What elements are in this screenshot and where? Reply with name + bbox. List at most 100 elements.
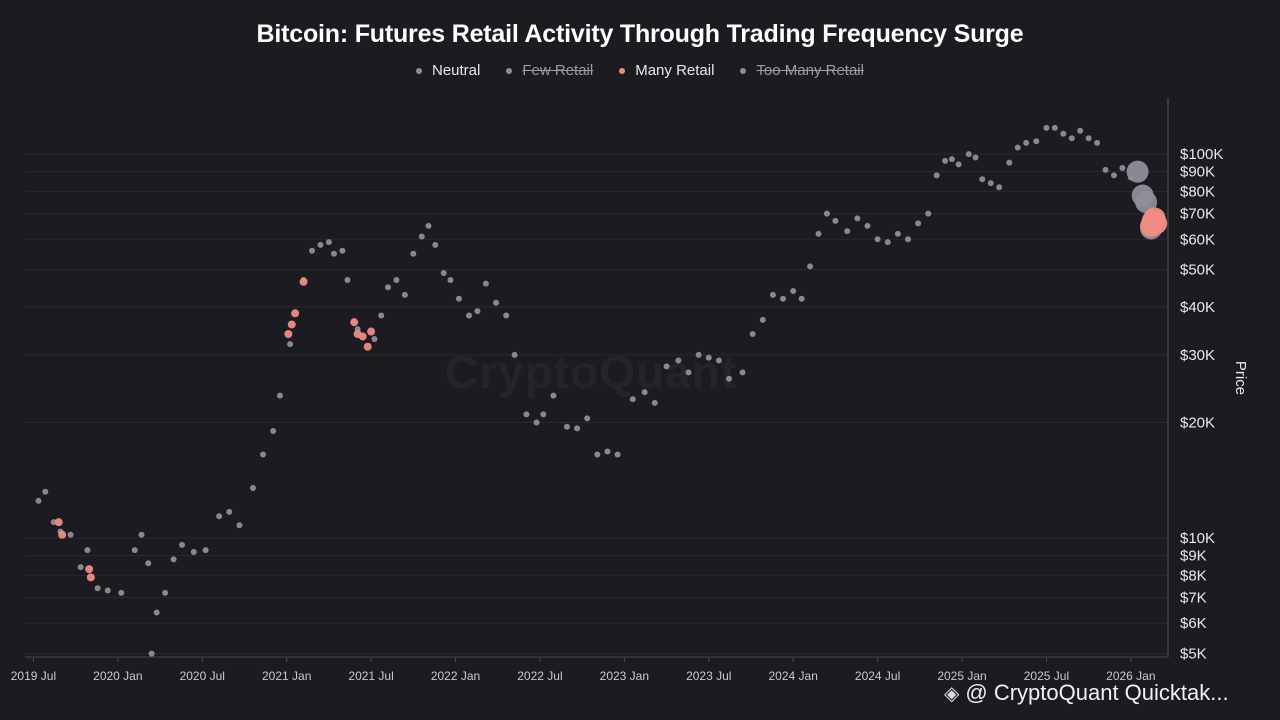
legend: Neutral Few Retail Many Retail Too Many … [0, 62, 1280, 79]
data-point [1068, 135, 1075, 142]
data-point [104, 587, 111, 594]
data-point [291, 309, 300, 318]
data-point [236, 522, 243, 529]
legend-item-many-retail[interactable]: Many Retail [619, 62, 714, 79]
x-tick-label: 2023 Jul [686, 669, 731, 683]
y-tick-label: $10K [1180, 530, 1215, 547]
data-points [35, 124, 1168, 657]
data-point [685, 369, 692, 376]
data-point [202, 547, 209, 554]
data-point [86, 573, 95, 582]
data-point [749, 330, 756, 337]
data-point [466, 312, 473, 319]
data-point [769, 291, 776, 298]
data-point [162, 589, 169, 596]
data-point [249, 485, 256, 492]
data-point [904, 236, 911, 243]
data-point [823, 210, 830, 217]
data-point [325, 239, 332, 246]
legend-label: Many Retail [635, 62, 715, 79]
legend-item-few-retail[interactable]: Few Retail [506, 62, 593, 79]
x-tick-label: 2024 Jul [855, 669, 900, 683]
data-point [393, 277, 400, 284]
grid-lines [25, 153, 1168, 655]
data-point [371, 335, 378, 342]
data-point [309, 247, 316, 254]
data-point [832, 217, 839, 224]
y-tick-label: $100K [1180, 146, 1223, 163]
data-point [594, 451, 601, 458]
legend-label: Neutral [432, 62, 481, 79]
legend-item-too-many-retail[interactable]: Too Many Retail [740, 62, 864, 79]
x-tick-label: 2024 Jan [768, 669, 817, 683]
data-point [942, 157, 949, 164]
data-point [358, 332, 367, 341]
data-point [190, 548, 197, 555]
y-tick-label: $8K [1180, 567, 1207, 584]
x-tick-label: 2025 Jan [937, 669, 986, 683]
data-point [726, 375, 733, 382]
legend-item-neutral[interactable]: Neutral [416, 62, 480, 79]
data-point [447, 277, 454, 284]
data-point [67, 531, 74, 538]
x-tick-label: 2022 Jul [517, 669, 562, 683]
x-tick-label: 2020 Jul [180, 669, 225, 683]
data-point [138, 531, 145, 538]
x-tick-label: 2019 Jul [11, 669, 56, 683]
data-point [550, 392, 557, 399]
data-point [153, 609, 160, 616]
data-point [780, 295, 787, 302]
data-point [118, 589, 125, 596]
data-point [317, 241, 324, 248]
data-point [1145, 212, 1168, 235]
data-point [145, 560, 152, 567]
data-point [540, 411, 547, 418]
data-point [844, 228, 851, 235]
data-point [948, 156, 955, 163]
data-point [339, 247, 346, 254]
data-point [987, 180, 994, 187]
data-point [1126, 160, 1149, 183]
data-point [533, 419, 540, 426]
data-point [287, 341, 294, 348]
binance-diamond-icon: ◈ [944, 682, 960, 705]
data-point [705, 354, 712, 361]
data-point [1023, 139, 1030, 146]
data-point [1014, 144, 1021, 151]
data-point [965, 151, 972, 158]
y-tick-label: $30K [1180, 347, 1215, 364]
data-point [933, 172, 940, 179]
data-point [270, 428, 277, 435]
y-tick-label: $40K [1180, 299, 1215, 316]
data-point [226, 508, 233, 515]
data-point [1085, 135, 1092, 142]
x-tick-label: 2026 Jan [1106, 669, 1155, 683]
data-point [131, 547, 138, 554]
data-point [367, 327, 376, 336]
data-point [84, 547, 91, 554]
data-point [604, 448, 611, 455]
data-point [378, 312, 385, 319]
data-point [864, 222, 871, 229]
data-point [874, 236, 881, 243]
y-tick-label: $80K [1180, 183, 1215, 200]
data-point [350, 318, 359, 327]
data-point [493, 299, 500, 306]
data-point [94, 585, 101, 592]
data-point [260, 451, 267, 458]
chart-title: Bitcoin: Futures Retail Activity Through… [256, 20, 1024, 48]
data-point [798, 295, 805, 302]
data-point [170, 556, 177, 563]
legend-marker-icon [619, 67, 626, 74]
data-point [1043, 124, 1050, 131]
footer-brand: ◈ @ CryptoQuant Quicktak... [944, 680, 1229, 706]
data-point [1119, 165, 1126, 172]
x-tick-label: 2023 Jan [600, 669, 649, 683]
data-point [363, 342, 372, 351]
y-tick-label: $50K [1180, 262, 1215, 279]
data-point [759, 316, 766, 323]
footer-brand-text: @ CryptoQuant Quicktak... [965, 680, 1229, 705]
data-point [1135, 191, 1158, 214]
legend-marker-icon [740, 67, 747, 74]
